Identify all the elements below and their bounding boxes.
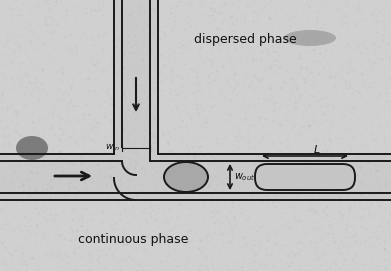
- Text: continuous phase: continuous phase: [78, 234, 188, 247]
- Text: $w_{out}$: $w_{out}$: [234, 171, 255, 183]
- Ellipse shape: [164, 162, 208, 192]
- Bar: [114, 0, 158, 154]
- Bar: [0, 154, 391, 200]
- Text: $L$: $L$: [313, 143, 321, 155]
- Text: $w_{in}$: $w_{in}$: [105, 143, 120, 153]
- Ellipse shape: [284, 30, 336, 46]
- FancyBboxPatch shape: [255, 164, 355, 190]
- Ellipse shape: [16, 136, 48, 160]
- Text: dispersed phase: dispersed phase: [194, 34, 296, 47]
